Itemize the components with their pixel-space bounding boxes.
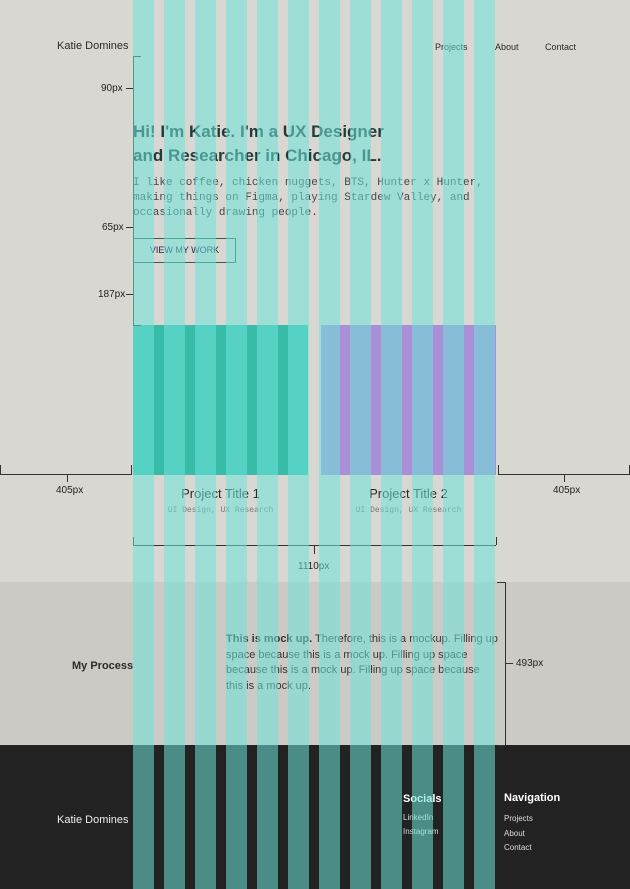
measure-tick — [126, 294, 133, 295]
process-lead: This is mock up. — [226, 633, 313, 645]
nav-link[interactable]: Projects — [435, 42, 468, 52]
measure-tick — [67, 474, 68, 482]
process-text: This is mock up. Therefore, this is a mo… — [226, 632, 498, 694]
measure-label: 187px — [98, 289, 126, 300]
measure-tick — [496, 537, 497, 545]
measure-tick — [497, 582, 505, 583]
footer-logo[interactable]: Katie Domines — [57, 814, 129, 826]
logo[interactable]: Katie Domines — [57, 40, 129, 52]
footer — [0, 745, 630, 889]
footer-nav-title: Navigation — [504, 792, 561, 804]
process-section — [0, 582, 630, 745]
project-title[interactable]: Project Title 2 — [369, 486, 448, 501]
measure-tick — [497, 745, 505, 746]
measure-label: 1110px — [298, 561, 330, 572]
measure-tick — [133, 325, 141, 326]
measure-tick — [126, 88, 133, 89]
measure-line — [0, 474, 131, 475]
social-link[interactable]: LinkedIn — [403, 813, 434, 822]
measure-tick — [314, 546, 315, 554]
project-title[interactable]: Project Title 1 — [181, 486, 260, 501]
cta-button[interactable]: VIEW MY WORK — [133, 238, 236, 263]
measure-tick — [0, 465, 1, 475]
footer-link[interactable]: Projects — [504, 814, 533, 823]
measure-tick — [131, 465, 132, 475]
measure-label: 65px — [102, 222, 124, 233]
nav-link[interactable]: Contact — [545, 42, 577, 52]
measure-tick — [133, 537, 134, 545]
footer-link[interactable]: About — [504, 829, 525, 838]
socials-title: Socials — [403, 793, 442, 805]
measure-line — [133, 545, 496, 546]
measure-tick — [126, 227, 133, 228]
measure-tick — [564, 474, 565, 482]
project-image[interactable] — [321, 325, 496, 475]
measure-label: 90px — [101, 83, 123, 94]
measure-tick — [133, 56, 141, 57]
process-label: My Process — [72, 660, 134, 672]
measure-line — [133, 56, 134, 325]
project-tags: UI Design, UX Research — [167, 506, 274, 515]
nav-link[interactable]: About — [495, 42, 519, 52]
footer-link[interactable]: Contact — [504, 843, 532, 852]
measure-label: 493px — [516, 658, 544, 669]
measure-label: 405px — [553, 485, 581, 496]
measure-tick — [498, 465, 499, 475]
social-link[interactable]: Instagram — [403, 827, 439, 836]
hero-text: I like coffee, chicken nuggets, BTS, Hun… — [133, 177, 483, 219]
project-tags: UI Design, UX Research — [355, 506, 462, 515]
measure-tick — [505, 663, 513, 664]
project-image[interactable] — [133, 325, 308, 475]
hero-title: Hi! I'm Katie. I'm a UX Designer and Res… — [133, 122, 384, 165]
measure-label: 405px — [56, 485, 84, 496]
